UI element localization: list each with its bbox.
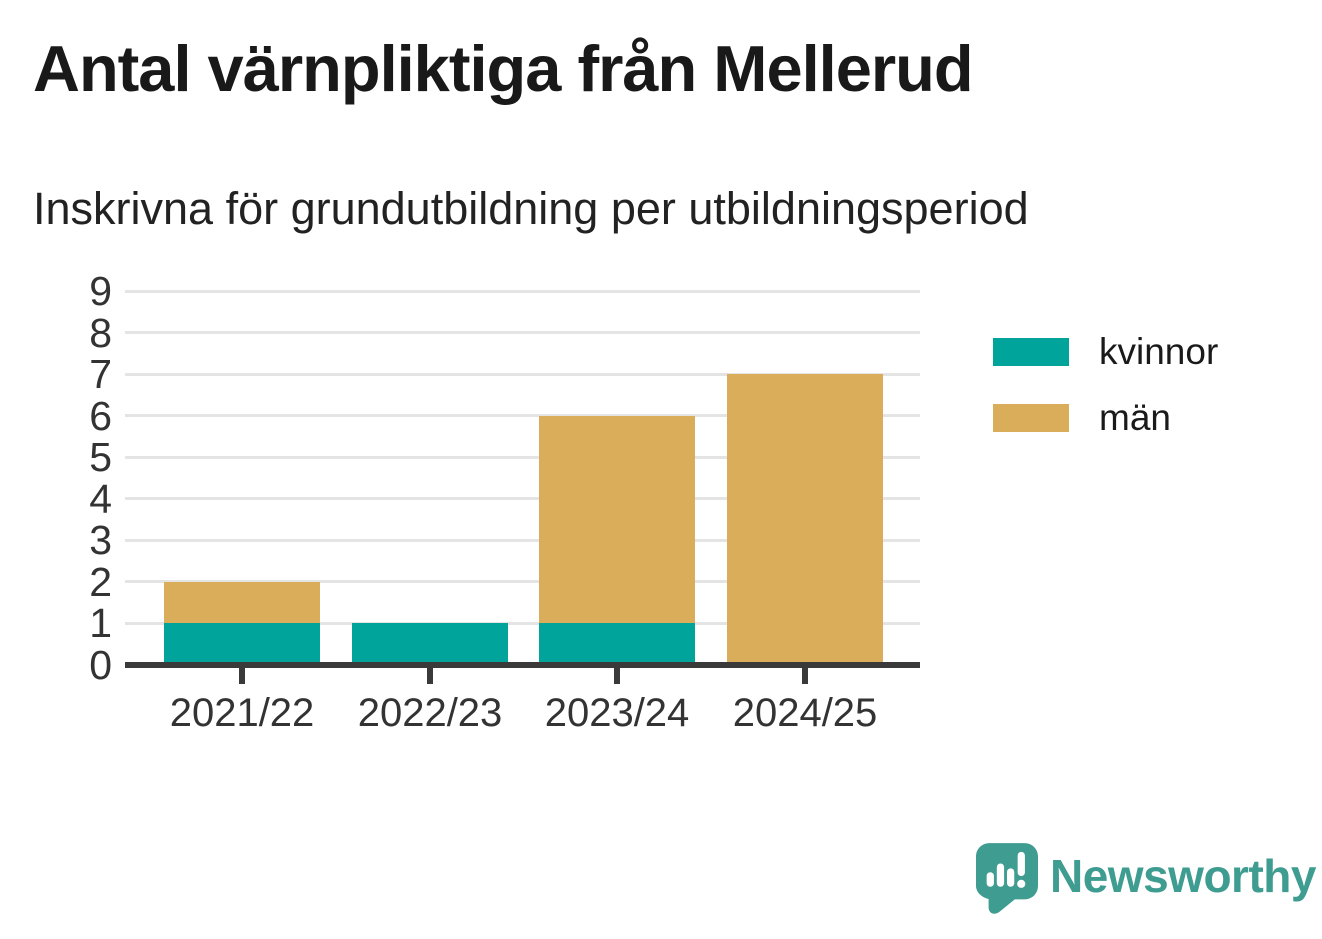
- gridline-1: [125, 621, 920, 625]
- y-tick-label-9: 9: [89, 268, 112, 314]
- y-tick-label-2: 2: [89, 558, 112, 605]
- legend-label-kvinnor: kvinnor: [1099, 331, 1219, 372]
- legend-label-man: män: [1099, 397, 1171, 438]
- bar-segment-kvinnor-2021/22: [164, 623, 320, 665]
- gridline-9: [125, 289, 920, 293]
- legend-swatch-kvinnor: [993, 337, 1069, 366]
- legend-item-man: män: [993, 399, 1218, 436]
- y-tick-label-5: 5: [89, 434, 112, 481]
- chart-subtitle: Inskrivna för grundutbildning per utbild…: [33, 183, 1029, 234]
- gridline-5: [125, 455, 920, 459]
- y-tick-label-0: 0: [89, 642, 112, 688]
- x-axis-line: [125, 662, 920, 668]
- newsworthy-logo-icon: [976, 843, 1038, 914]
- newsworthy-branding: Newsworthy: [976, 843, 1316, 915]
- x-tick-label-2021/22: 2021/22: [169, 691, 315, 735]
- gridline-8: [125, 331, 920, 335]
- x-tick-2023/24: [614, 668, 620, 684]
- y-tick-label-1: 1: [89, 600, 112, 647]
- x-tick-label-2022/23: 2022/23: [357, 691, 503, 735]
- y-tick-label-6: 6: [89, 392, 112, 439]
- newsworthy-wordmark: Newsworthy: [1050, 850, 1316, 902]
- bar-segment-män-2023/24: [539, 415, 695, 624]
- plot-area: 0 1 2 3 4 5 6 7 8 9 2021/22 2022/23 2023/24 2024/25: [89, 269, 920, 735]
- legend: kvinnor män: [993, 333, 1218, 436]
- chart-title: Antal värnpliktiga från Mellerud: [33, 32, 974, 105]
- x-tick-2024/25: [802, 668, 808, 684]
- x-tick-2022/23: [427, 668, 433, 684]
- y-tick-label-8: 8: [89, 309, 112, 356]
- bar-segment-män-2024/25: [727, 374, 883, 665]
- legend-swatch-man: [993, 403, 1069, 432]
- gridline-4: [125, 497, 920, 501]
- legend-item-kvinnor: kvinnor: [993, 333, 1218, 370]
- gridline-3: [125, 538, 920, 542]
- x-tick-2021/22: [239, 668, 245, 684]
- y-tick-label-4: 4: [89, 475, 112, 522]
- gridline-2: [125, 580, 920, 584]
- x-tick-label-2023/24: 2023/24: [544, 691, 690, 735]
- y-tick-label-3: 3: [89, 517, 112, 564]
- bar-segment-kvinnor-2023/24: [539, 623, 695, 665]
- bar-segment-män-2021/22: [164, 581, 320, 624]
- gridline-6: [125, 414, 920, 418]
- y-tick-label-7: 7: [89, 351, 112, 398]
- x-tick-label-2024/25: 2024/25: [732, 691, 878, 735]
- bar-segment-kvinnor-2022/23: [352, 623, 508, 665]
- gridline-7: [125, 372, 920, 376]
